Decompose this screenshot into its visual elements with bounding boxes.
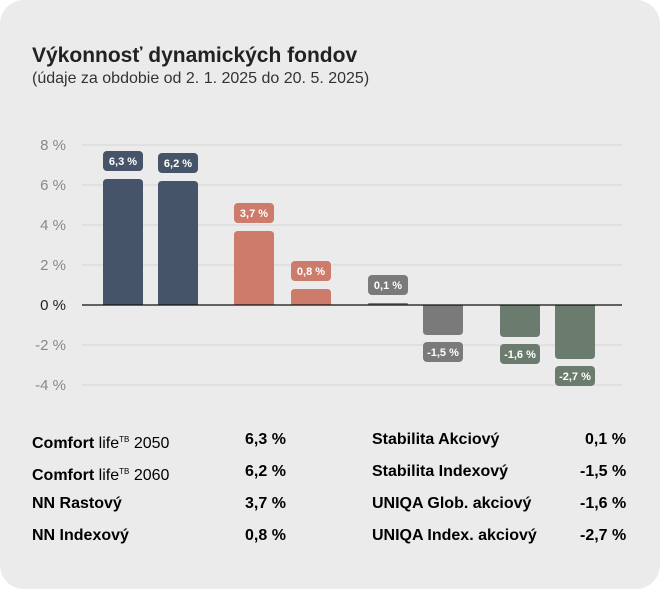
y-tick-label: 8 %	[40, 137, 66, 154]
data-label-box	[158, 153, 198, 173]
legend-name-part: 2060	[133, 467, 170, 484]
legend-sup: TB	[119, 467, 130, 476]
bar-chart: 8 % 6 % 4 % 2 % 0 % -2 % -4 % 6,3 % 6,2 % 3,7 % 0,…	[35, 137, 622, 394]
legend-value: -1,6 %	[580, 495, 627, 512]
data-label: -1,6 %	[504, 349, 536, 361]
legend-name: UNIQA Index. akciový	[372, 527, 537, 544]
data-label-box	[555, 366, 595, 386]
data-label-box	[368, 275, 408, 295]
legend-value: 3,7 %	[245, 495, 286, 512]
legend-value: 0,8 %	[245, 527, 286, 544]
legend-name: Comfort	[32, 467, 95, 484]
bar	[158, 181, 198, 305]
chart-title: Výkonnosť dynamických fondov	[32, 44, 358, 67]
legend-name: NN Rastový	[32, 495, 122, 512]
legend-value: 0,1 %	[585, 431, 626, 448]
data-label: 6,2 %	[164, 158, 192, 170]
legend-value: 6,3 %	[245, 431, 286, 448]
bar	[555, 305, 595, 359]
legend-name-part: life	[98, 435, 120, 452]
legend-name: Stabilita Akciový	[372, 431, 500, 448]
bar	[423, 305, 463, 335]
legend-value: 6,2 %	[245, 463, 286, 480]
legend-name: Stabilita Indexový	[372, 463, 509, 480]
y-tick-label: 0 %	[40, 297, 66, 314]
data-label-box	[500, 344, 540, 364]
legend-name: Comfort	[32, 435, 95, 452]
bar	[234, 231, 274, 305]
data-label-box	[291, 261, 331, 281]
legend-name-part: life	[98, 467, 120, 484]
y-tick-label: 4 %	[40, 217, 66, 234]
data-label: -2,7 %	[559, 371, 591, 383]
chart-subtitle: (údaje za obdobie od 2. 1. 2025 do 20. 5…	[32, 70, 370, 87]
legend-name: UNIQA Glob. akciový	[372, 495, 532, 512]
legend-sup: TB	[119, 435, 130, 444]
bar	[103, 179, 143, 305]
data-label-box	[103, 151, 143, 171]
data-label: 3,7 %	[240, 208, 268, 220]
data-label: -1,5 %	[427, 347, 459, 359]
bar	[291, 289, 331, 305]
y-tick-label: -4 %	[35, 377, 66, 394]
data-label-box	[234, 203, 274, 223]
legend-value: -1,5 %	[580, 463, 627, 480]
y-tick-label: 6 %	[40, 177, 66, 194]
data-label: 0,1 %	[374, 280, 402, 292]
y-tick-label: 2 %	[40, 257, 66, 274]
bar	[500, 305, 540, 337]
legend-name-part: 2050	[133, 435, 170, 452]
data-label-box	[423, 342, 463, 362]
legend-value: -2,7 %	[580, 527, 627, 544]
legend-name: NN Indexový	[32, 527, 129, 544]
data-label: 0,8 %	[297, 266, 325, 278]
data-label: 6,3 %	[109, 156, 137, 168]
y-tick-label: -2 %	[35, 337, 66, 354]
